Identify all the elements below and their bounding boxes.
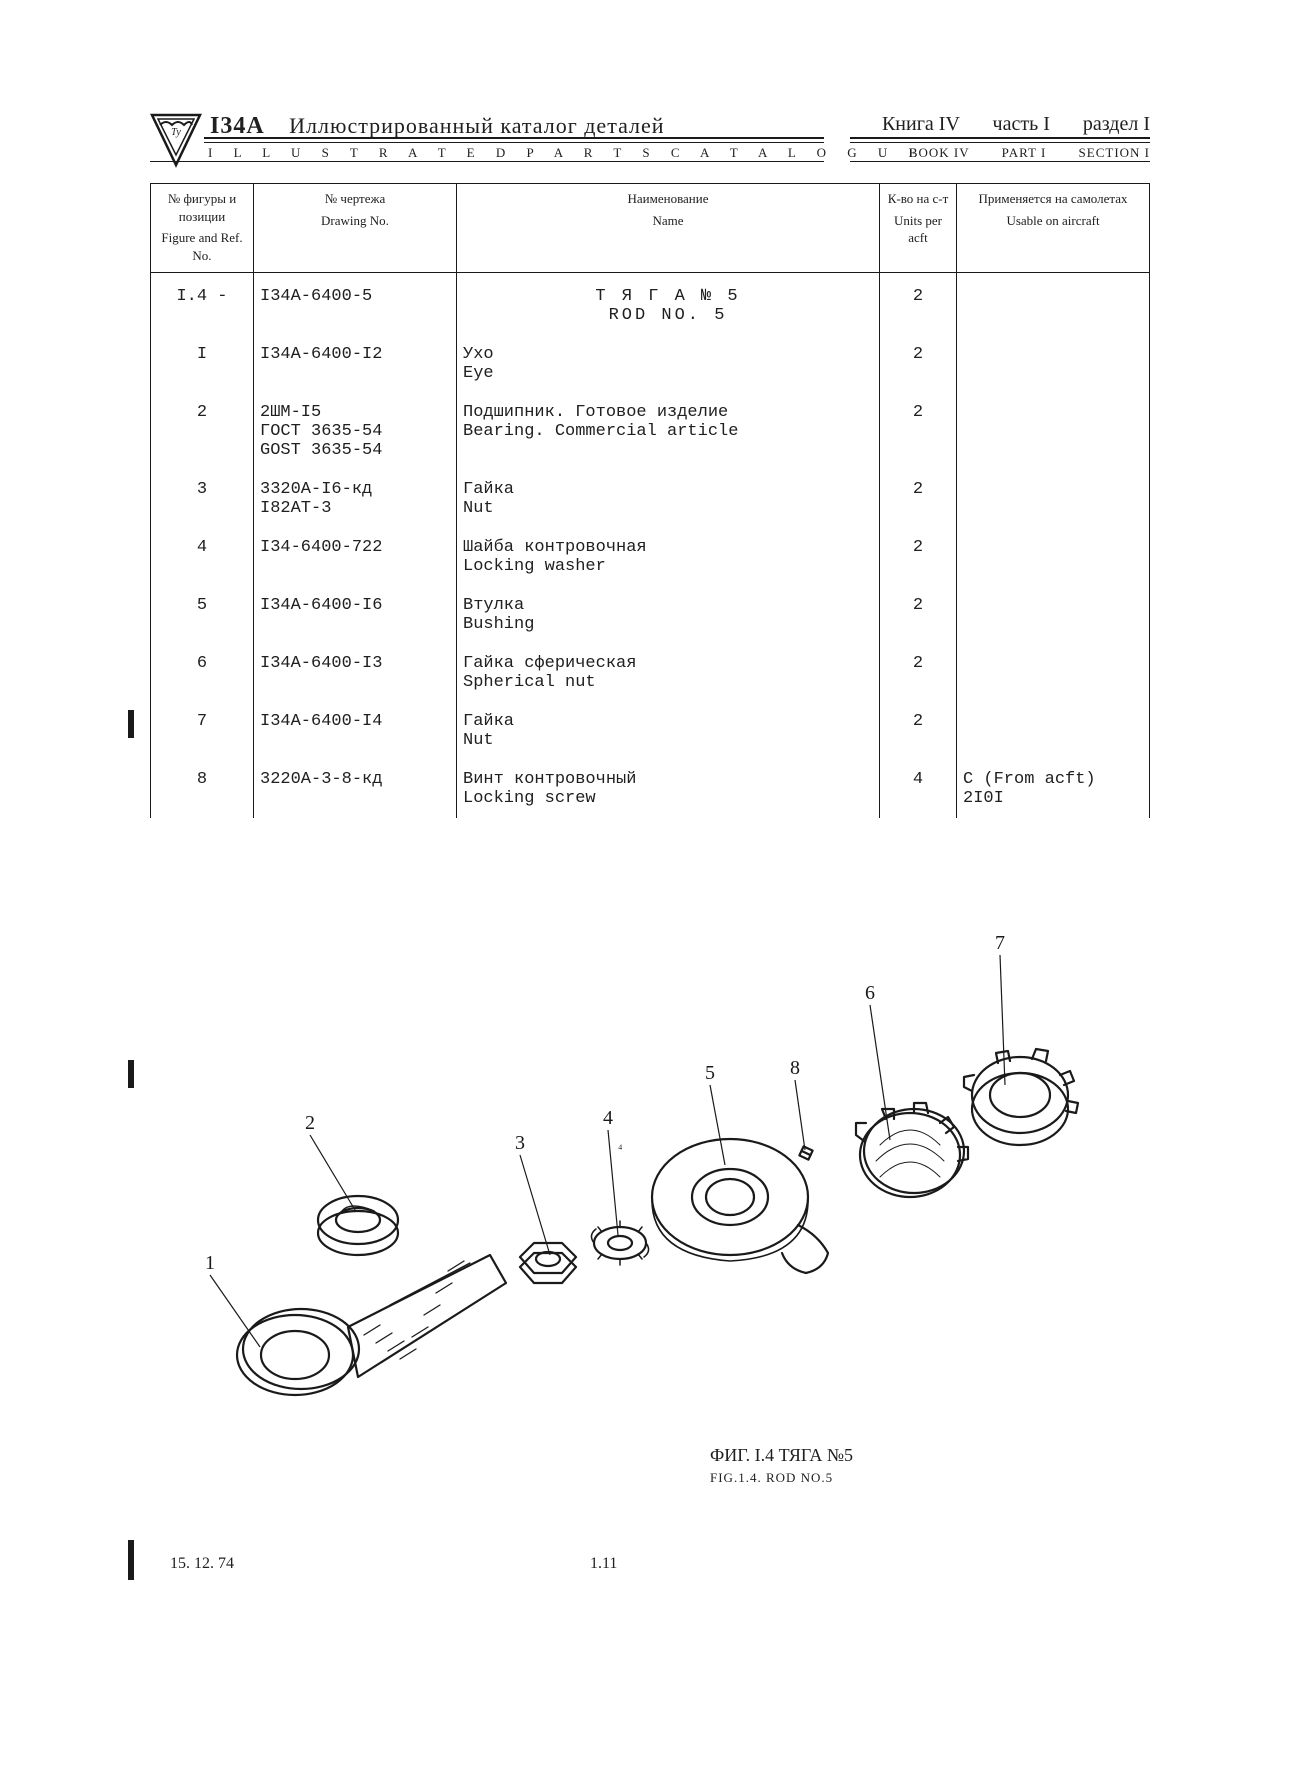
cell-drawing-no: I34A-6400-5 (254, 273, 457, 336)
binding-mark (128, 710, 134, 738)
rule (850, 161, 1150, 162)
parts-table: № фигуры и позицииFigure and Ref. No. № … (150, 183, 1150, 818)
cell-name: Т Я Г А № 5ROD NO. 5 (457, 273, 880, 336)
exploded-view-figure: ₄ (150, 875, 1150, 1435)
cell-drawing-no: 3220А-3-8-кд (254, 760, 457, 818)
figure-caption-ru: ФИГ. I.4 ТЯГА №5 (710, 1445, 853, 1465)
cell-units: 2 (880, 702, 957, 760)
model-code: I34A (210, 113, 265, 139)
cell-units: 2 (880, 586, 957, 644)
cell-ref: I.4 - (151, 273, 254, 336)
cell-units: 2 (880, 273, 957, 336)
cell-name: ГайкаNut (457, 702, 880, 760)
table-row: 83220А-3-8-кдВинт контровочныйLocking sc… (151, 760, 1150, 818)
cell-ref: 3 (151, 470, 254, 528)
header-meta-ru: Книга IV часть I раздел I (854, 113, 1150, 136)
header-meta-en: BOOK IV PART I SECTION I (881, 145, 1150, 161)
cell-usable-on (957, 335, 1150, 393)
cell-usable-on (957, 470, 1150, 528)
page-header: Ту I34A Иллюстрированный каталог деталей… (150, 115, 1150, 179)
table-row: 7I34A-6400-I4ГайкаNut2 (151, 702, 1150, 760)
cell-usable-on (957, 528, 1150, 586)
cell-ref: 6 (151, 644, 254, 702)
col-usable: Применяется на самолетахUsable on aircra… (957, 184, 1150, 273)
cell-name: ГайкаNut (457, 470, 880, 528)
cell-ref: 2 (151, 393, 254, 470)
cell-name: Винт контровочныйLocking screw (457, 760, 880, 818)
rule (850, 137, 1150, 143)
cell-usable-on: С (From acft) 2I0I (957, 760, 1150, 818)
cell-name: Шайба контровочнаяLocking washer (457, 528, 880, 586)
col-drawing: № чертежаDrawing No. (254, 184, 457, 273)
cell-usable-on (957, 586, 1150, 644)
table-row: II34A-6400-I2УхоEye2 (151, 335, 1150, 393)
cell-units: 2 (880, 393, 957, 470)
cell-ref: I (151, 335, 254, 393)
callout-5: 5 (705, 1062, 715, 1084)
callout-3: 3 (515, 1132, 525, 1154)
cell-units: 2 (880, 470, 957, 528)
callout-1: 1 (205, 1252, 215, 1274)
binding-mark (128, 1540, 134, 1580)
cell-usable-on (957, 644, 1150, 702)
rule (150, 161, 824, 162)
svg-text:Ту: Ту (171, 127, 181, 138)
table-row: 6I34A-6400-I3Гайка сферическаяSpherical … (151, 644, 1150, 702)
cell-units: 4 (880, 760, 957, 818)
cell-name: УхоEye (457, 335, 880, 393)
footer-date: 15. 12. 74 (170, 1555, 234, 1573)
catalogue-title-ru: I34A Иллюстрированный каталог деталей (210, 113, 665, 140)
col-units: К-во на с-тUnits per acft (880, 184, 957, 273)
parts-tbody: I.4 -I34A-6400-5Т Я Г А № 5ROD NO. 52II3… (151, 273, 1150, 819)
cell-drawing-no: 2ШМ-I5ГОСТ 3635-54GOST 3635-54 (254, 393, 457, 470)
table-row: 22ШМ-I5ГОСТ 3635-54GOST 3635-54Подшипник… (151, 393, 1150, 470)
cell-usable-on (957, 273, 1150, 336)
callout-6: 6 (865, 982, 875, 1004)
cell-ref: 7 (151, 702, 254, 760)
cell-name: Гайка сферическаяSpherical nut (457, 644, 880, 702)
table-row: 33320А-I6-кд I82АТ-3ГайкаNut2 (151, 470, 1150, 528)
col-name: НаименованиеName (457, 184, 880, 273)
table-row: 4I34-6400-722Шайба контровочнаяLocking w… (151, 528, 1150, 586)
cell-drawing-no: I34-6400-722 (254, 528, 457, 586)
figure-caption: ФИГ. I.4 ТЯГА №5 FIG.1.4. ROD NO.5 (710, 1445, 853, 1486)
cell-units: 2 (880, 335, 957, 393)
cell-units: 2 (880, 528, 957, 586)
svg-text:₄: ₄ (618, 1135, 623, 1150)
page: Ту I34A Иллюстрированный каталог деталей… (150, 115, 1150, 818)
col-ref: № фигуры и позицииFigure and Ref. No. (151, 184, 254, 273)
binding-mark (128, 1060, 134, 1088)
cell-units: 2 (880, 644, 957, 702)
table-row: 5I34A-6400-I6ВтулкаBushing2 (151, 586, 1150, 644)
callout-7: 7 (995, 932, 1005, 954)
table-header-row: № фигуры и позицииFigure and Ref. No. № … (151, 184, 1150, 273)
cell-name: ВтулкаBushing (457, 586, 880, 644)
cell-drawing-no: 3320А-I6-кд I82АТ-3 (254, 470, 457, 528)
cell-ref: 4 (151, 528, 254, 586)
footer-page-number: 1.11 (590, 1555, 617, 1573)
cell-name: Подшипник. Готовое изделиеBearing. Comme… (457, 393, 880, 470)
cell-usable-on (957, 702, 1150, 760)
cell-drawing-no: I34A-6400-I4 (254, 702, 457, 760)
callout-2: 2 (305, 1112, 315, 1134)
cell-drawing-no: I34A-6400-I2 (254, 335, 457, 393)
figure-caption-en: FIG.1.4. ROD NO.5 (710, 1470, 853, 1486)
callout-8: 8 (790, 1057, 800, 1079)
cell-ref: 8 (151, 760, 254, 818)
cell-usable-on (957, 393, 1150, 470)
cell-drawing-no: I34A-6400-I6 (254, 586, 457, 644)
cell-ref: 5 (151, 586, 254, 644)
rule (204, 137, 824, 143)
cell-drawing-no: I34A-6400-I3 (254, 644, 457, 702)
table-row: I.4 -I34A-6400-5Т Я Г А № 5ROD NO. 52 (151, 273, 1150, 336)
callout-4: 4 (603, 1107, 613, 1129)
catalogue-title-en: I L L U S T R A T E D P A R T S C A T A … (208, 145, 925, 161)
